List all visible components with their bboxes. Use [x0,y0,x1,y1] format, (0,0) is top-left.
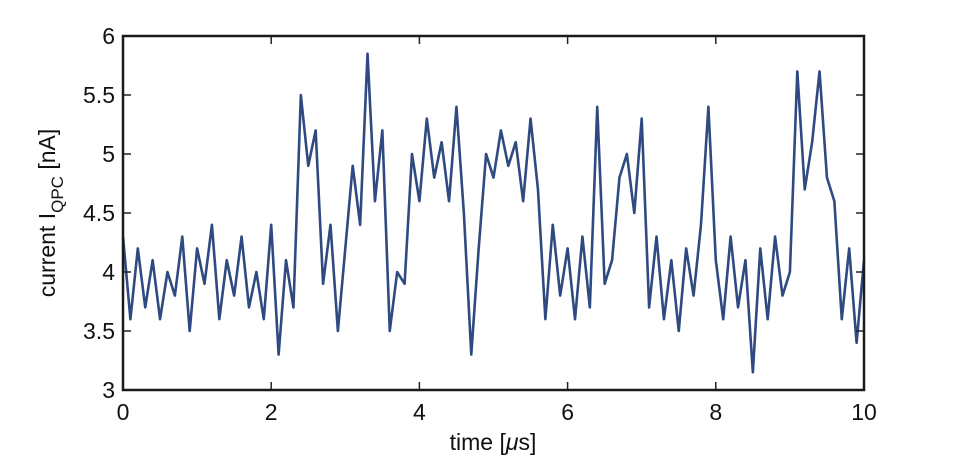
y-tick-label: 5 [102,141,115,167]
y-tick-label: 5.5 [83,82,115,108]
x-tick-label: 0 [117,399,130,425]
y-label-sub: QPC [48,176,67,213]
x-tick-label: 4 [413,399,426,425]
y-tick-label: 3.5 [83,318,115,344]
x-label-text: time [ [450,429,507,455]
y-tick-label: 4.5 [83,200,115,226]
y-tick-label: 3 [102,377,115,403]
x-tick-label: 6 [561,399,574,425]
y-label-text: current I [34,213,60,297]
data-line [121,52,866,374]
x-label-tail: s] [518,429,536,455]
y-axis-label: current IQPC [nA] [34,129,67,298]
x-label-unit: μ [505,429,519,455]
y-tick-label: 4 [102,259,115,285]
x-tick-label: 10 [851,399,877,425]
plot-frame [121,34,866,392]
y-label-tail: [nA] [34,129,60,176]
y-tick-label: 6 [102,23,115,49]
x-tick-label: 8 [709,399,722,425]
x-tick-label: 2 [265,399,278,425]
x-axis-label: time [μs] [450,429,537,455]
